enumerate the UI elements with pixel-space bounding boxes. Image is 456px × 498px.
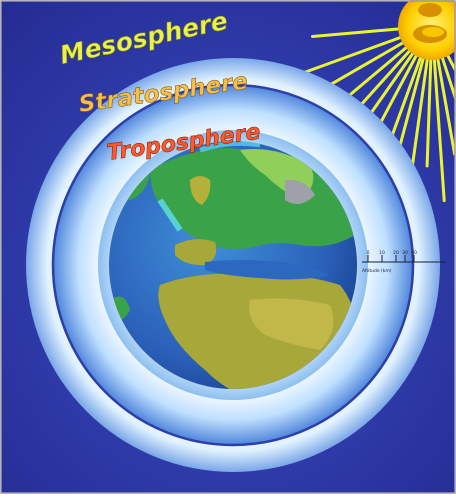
scale-label: Altitude (km) (362, 268, 392, 274)
scale-tick-label: 30 (402, 250, 408, 256)
scale-tick-label: 0 (367, 250, 370, 256)
scale-tick-label: 20 (393, 250, 399, 256)
scale-tick-label: 40 (411, 250, 417, 256)
scale-tick-label: 10 (379, 250, 385, 256)
